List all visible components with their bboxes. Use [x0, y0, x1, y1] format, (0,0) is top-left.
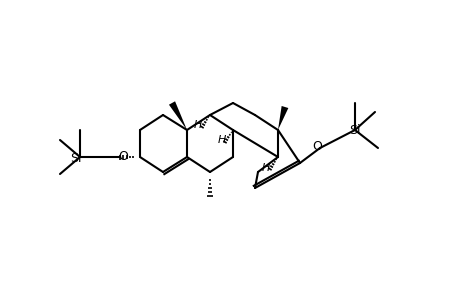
Text: O: O — [118, 149, 128, 163]
Polygon shape — [168, 101, 187, 130]
Text: Si: Si — [70, 152, 82, 164]
Text: Si: Si — [348, 124, 360, 137]
Text: O: O — [311, 140, 321, 154]
Text: H: H — [218, 135, 226, 145]
Text: H: H — [261, 163, 269, 173]
Polygon shape — [277, 106, 288, 130]
Text: H: H — [193, 120, 202, 130]
